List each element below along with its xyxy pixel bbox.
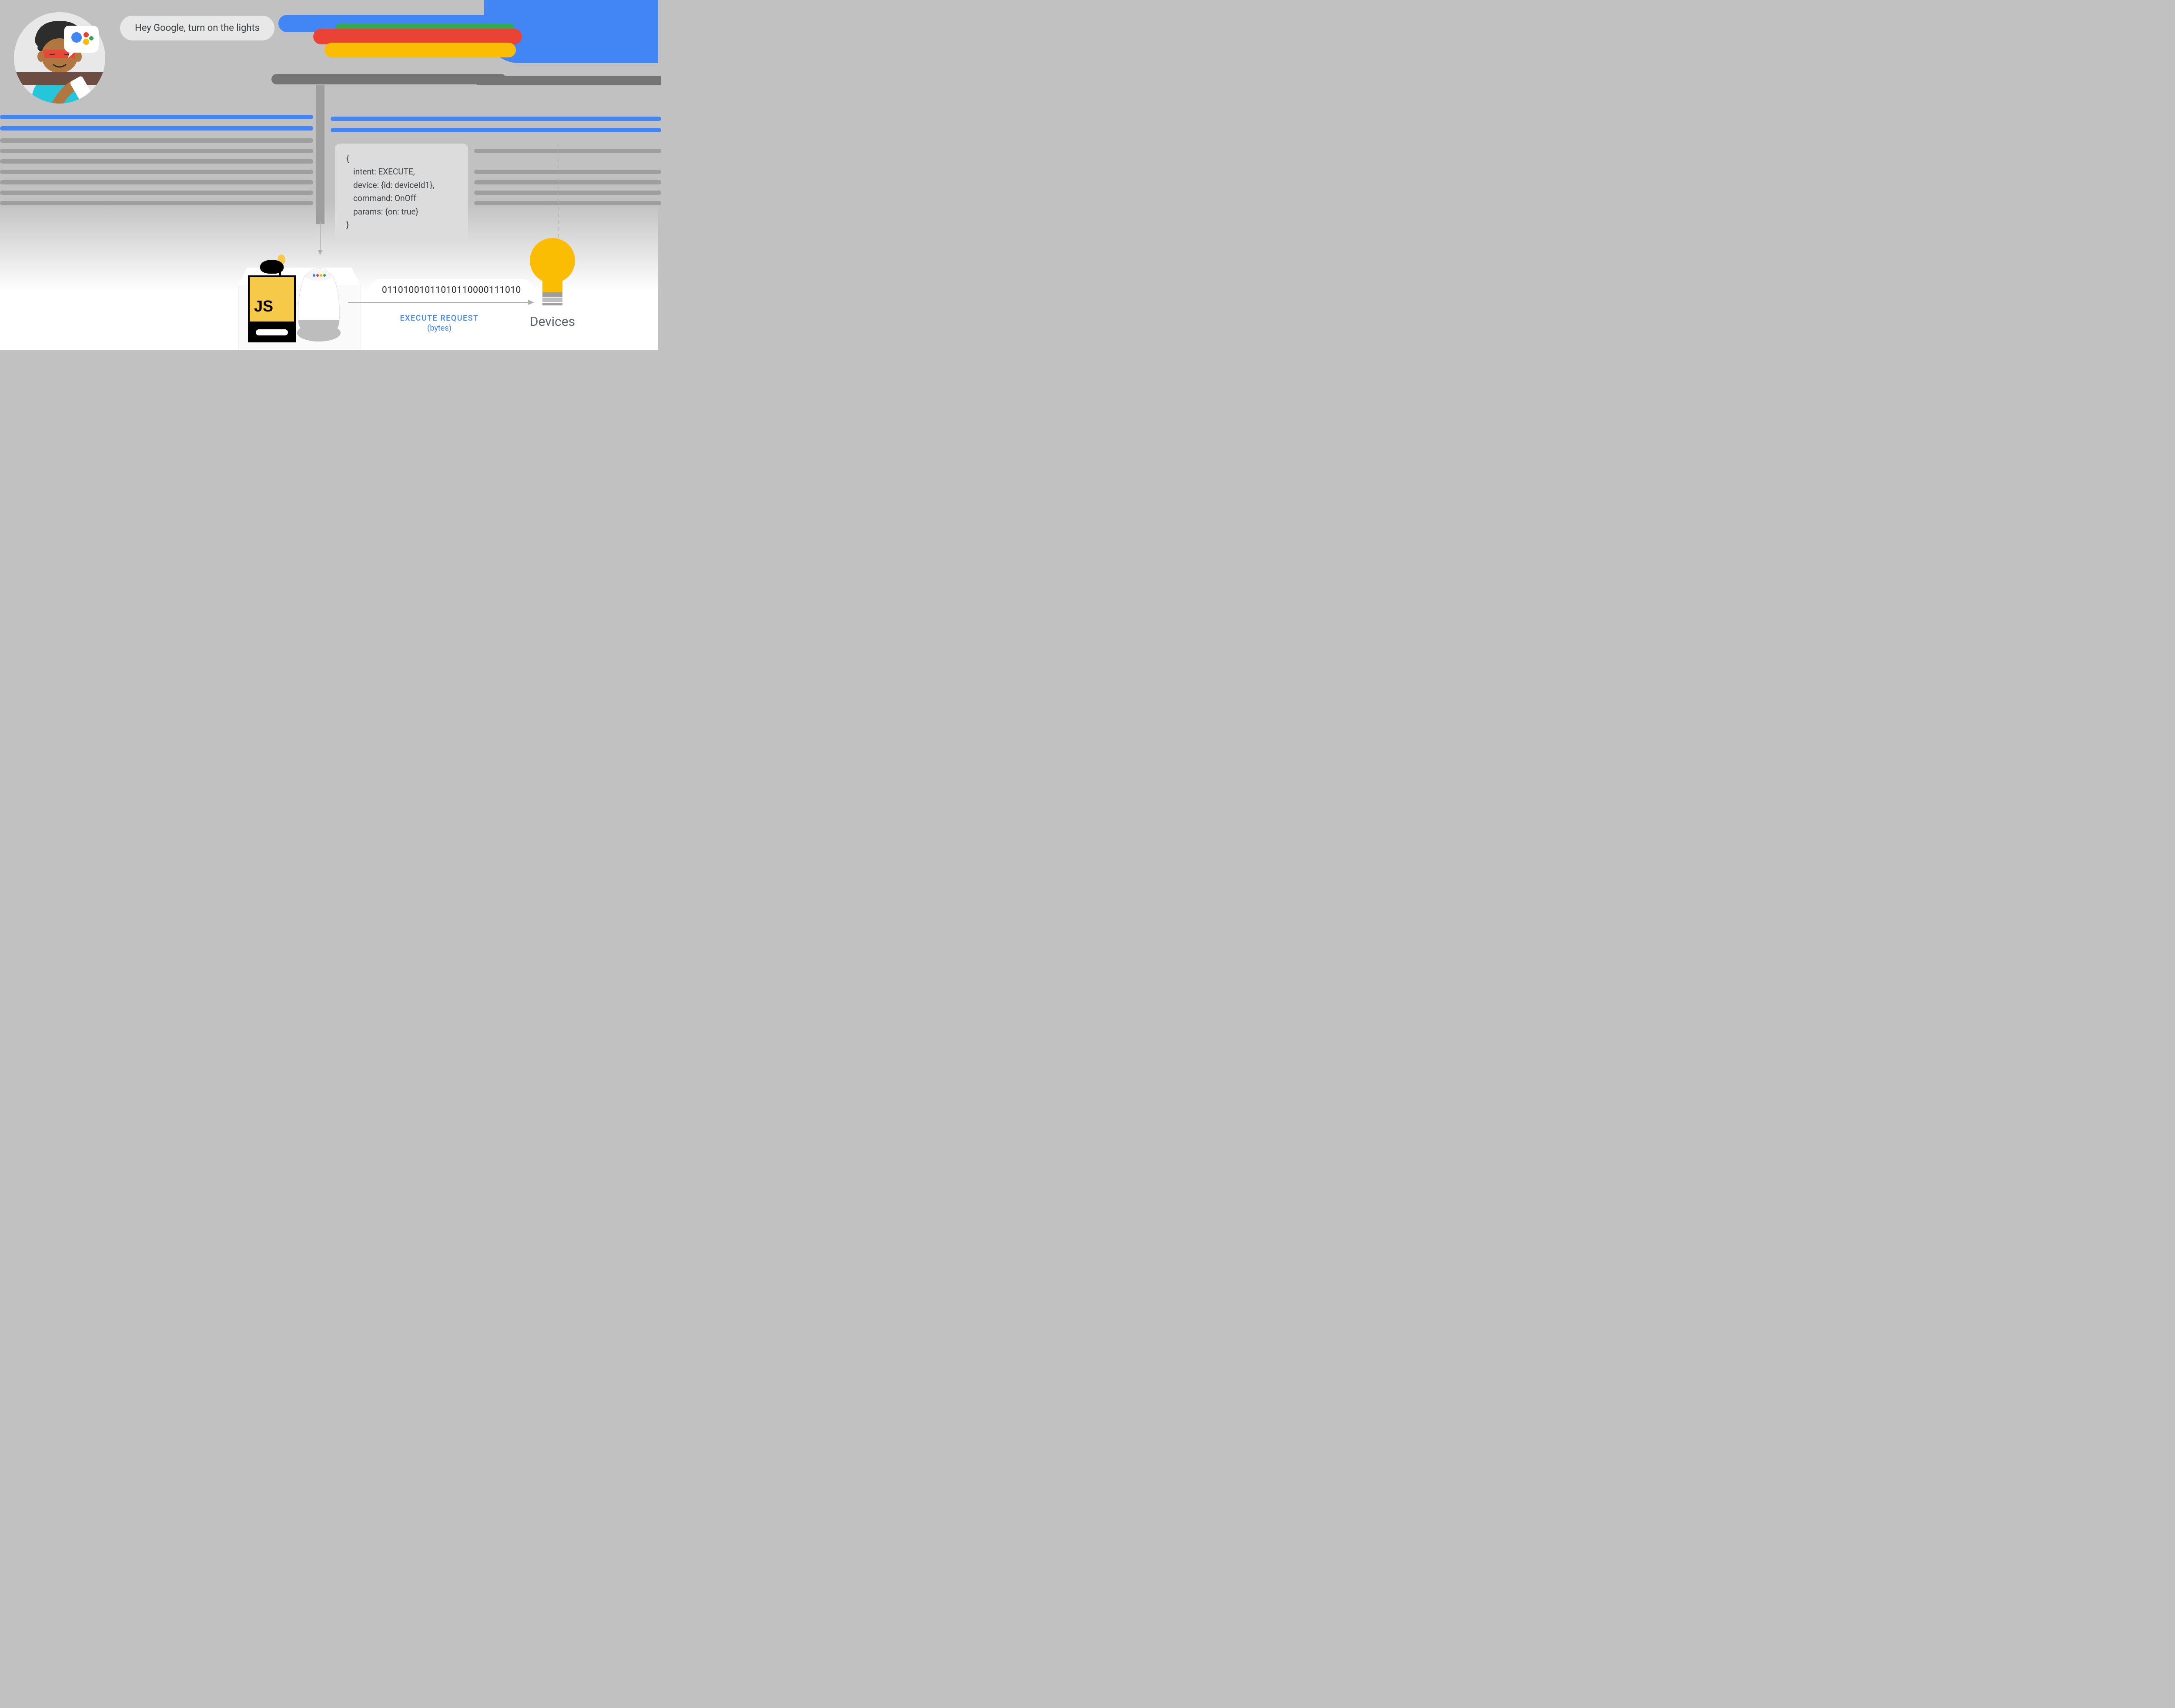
color-bar bbox=[325, 43, 516, 57]
h-line bbox=[0, 180, 313, 184]
h-line bbox=[474, 170, 661, 174]
color-bar bbox=[313, 29, 522, 44]
user-avatar bbox=[14, 12, 105, 104]
gray-bar-right bbox=[474, 76, 661, 85]
bulb-device: Devices bbox=[524, 237, 581, 329]
assistant-bubble-icon bbox=[62, 24, 101, 59]
code-line: params: {on: true} bbox=[346, 205, 457, 218]
execute-request-label: EXECUTE REQUEST (bytes) bbox=[374, 314, 505, 333]
h-line bbox=[0, 149, 313, 153]
code-line: } bbox=[346, 218, 457, 231]
h-line bbox=[331, 128, 661, 132]
h-line bbox=[474, 180, 661, 184]
code-line: device: {id: deviceId1}, bbox=[346, 179, 457, 192]
speech-text: Hey Google, turn on the lights bbox=[135, 23, 260, 33]
js-label: JS bbox=[254, 297, 273, 315]
binary-bubble: 01101001011010110000111010 bbox=[370, 279, 533, 301]
exec-title: EXECUTE REQUEST bbox=[374, 314, 505, 323]
h-line bbox=[0, 138, 313, 143]
code-line: { bbox=[346, 152, 457, 165]
h-line bbox=[0, 126, 313, 131]
devices-label: Devices bbox=[524, 314, 581, 329]
h-line bbox=[474, 191, 661, 195]
lightbulb-icon bbox=[524, 237, 581, 306]
h-line bbox=[331, 117, 661, 121]
local-device: JS bbox=[248, 251, 348, 342]
js-machine-icon: JS bbox=[248, 275, 296, 342]
h-line bbox=[474, 201, 661, 205]
connector-vertical bbox=[316, 85, 325, 224]
h-line bbox=[0, 201, 313, 205]
h-line bbox=[0, 170, 313, 174]
json-code-box: { intent: EXECUTE, device: {id: deviceId… bbox=[335, 144, 468, 240]
google-home-icon bbox=[295, 268, 343, 342]
exec-sub: (bytes) bbox=[374, 324, 505, 333]
binary-text: 01101001011010110000111010 bbox=[382, 285, 521, 295]
speech-bubble: Hey Google, turn on the lights bbox=[120, 16, 274, 40]
h-line bbox=[474, 149, 661, 153]
h-line bbox=[0, 191, 313, 195]
color-bar bbox=[271, 74, 506, 84]
code-line: intent: EXECUTE, bbox=[346, 165, 457, 178]
h-line bbox=[0, 159, 313, 164]
code-line: command: OnOff bbox=[346, 192, 457, 205]
h-line bbox=[0, 115, 313, 119]
